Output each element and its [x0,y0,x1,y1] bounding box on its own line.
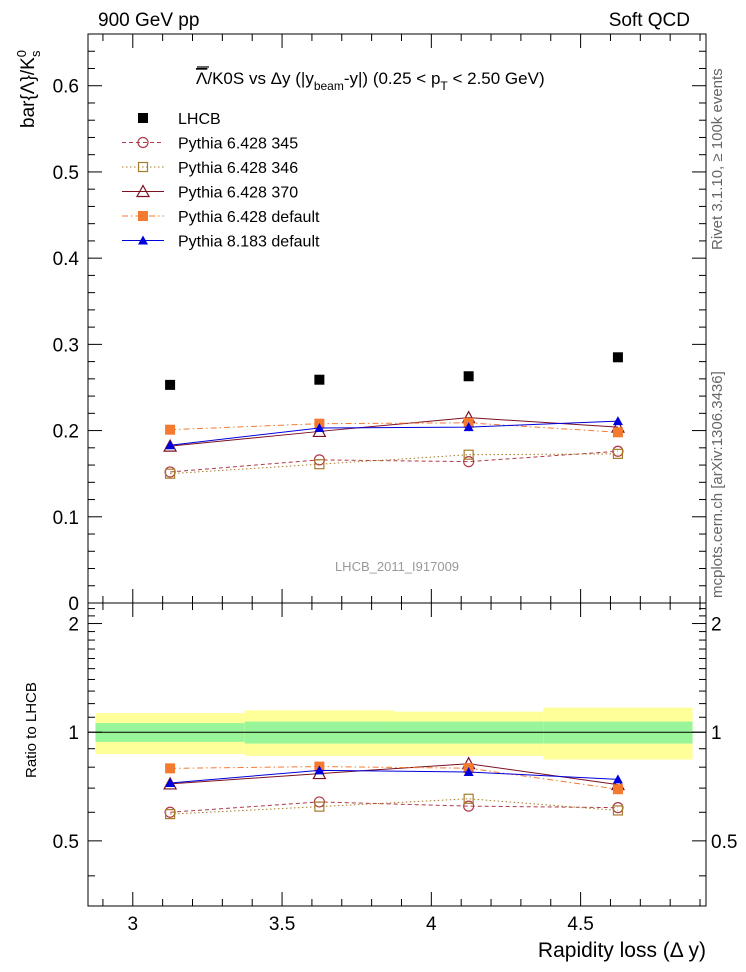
legend-entry: Pythia 6.428 370 [122,184,298,202]
data-point [165,379,176,390]
ratio-y-tick-label-right: 1 [711,723,722,744]
series-line [170,420,618,446]
y-tick-label: 0.4 [53,249,80,270]
legend-label: Pythia 6.428 345 [178,136,298,153]
main-y-axis-title: bar{Λ}/K0s [14,50,43,128]
ratio-series-line [170,769,618,784]
ratio-series-line [170,763,618,786]
x-tick-label: 4 [426,914,437,935]
ratio-series-0 [164,796,624,818]
data-point [163,438,178,452]
series-line [170,453,618,475]
ratio-y-tick-label: 0.5 [53,832,79,853]
ratio-data-point [163,776,178,790]
y-tick-label: 0.5 [53,163,79,184]
y-tick-label: 0.2 [53,422,79,443]
mcplots-label: mcplots.cern.ch [arXiv:1306.3436] [709,371,726,598]
data-point [314,459,325,470]
ratio-data-point [612,784,623,795]
legend-label: Pythia 6.428 346 [178,160,298,177]
main-y-axis: 0 0.1 0.2 0.3 0.4 0.5 0.6 [53,50,706,615]
y-tick-label: 0.6 [53,77,79,98]
legend-entry: Pythia 6.428 346 [122,160,298,177]
analysis-watermark: LHCB_2011_I917009 [335,559,459,574]
legend-label: LHCB [178,111,221,128]
y-tick-label: 0.3 [53,335,79,356]
data-point [612,416,623,426]
ratio-y-tick-label-right: 0.5 [711,832,737,853]
ratio-uncertainty-bands [88,707,706,760]
series-1 [164,445,624,478]
legend-entry: Pythia 6.428 345 [122,136,298,153]
ratio-series-1 [165,793,624,820]
data-point [612,448,624,459]
legend-marker [137,136,149,149]
ratio-series-line [170,801,618,813]
data-point [612,352,623,363]
legend-marker [138,235,148,245]
data-point [463,422,474,432]
ratio-y-tick-label: 2 [68,615,79,636]
ratio-y-tick-label: 1 [68,723,79,744]
legend-label: Pythia 8.183 default [178,234,320,251]
header-left: 900 GeV pp [98,10,199,31]
series-2 [165,448,624,479]
ratio-y-tick-label-right: 2 [711,615,722,636]
main-series-layer [163,352,625,479]
data-point [165,468,176,479]
x-tick-label: 3 [127,914,138,935]
ratio-data-point [314,801,325,812]
ratio-series-layer [163,756,625,820]
ratio-series-line [170,766,618,790]
ratio-data-point [165,763,176,774]
ratio-y-axis-title: Ratio to LHCB [23,682,40,778]
legend-entry: Pythia 6.428 default [122,209,320,226]
series-0 [165,352,623,390]
ratio-series-line [170,798,618,815]
data-point [165,440,176,450]
series-3 [163,410,625,452]
data-point [612,427,623,438]
ratio-data-point [463,766,474,776]
legend-marker [138,113,148,123]
legend-label: Pythia 6.428 370 [178,185,298,202]
data-point [463,456,475,468]
rivet-label: Rivet 3.1.10, ≥ 100k events [709,68,726,250]
ratio-data-point [612,805,624,816]
ratio-data-point [463,793,474,804]
series-5 [165,416,623,450]
ratio-series-4 [165,765,623,788]
data-point [314,374,325,385]
data-point [165,424,176,435]
ratio-series-2 [163,756,625,791]
ratio-data-point [612,774,623,784]
x-axis-title: Rapidity loss (Δ y) [538,939,706,962]
series-line [170,450,618,473]
legend: LHCB Pythia 6.428 345 Pythia 6.428 346 Pyth… [122,111,320,251]
legend-marker [137,161,149,173]
legend-entry: LHCB [138,111,221,128]
x-tick-label: 3.5 [269,914,295,935]
legend-marker [135,184,151,198]
ratio-data-point [165,778,176,788]
ratio-plot-frame [87,602,707,907]
data-point [314,422,325,432]
ratio-y-axis: 0.5 0.5 1 1 2 2 [53,608,737,877]
ratio-data-point [463,800,475,812]
x-tick-label: 4.5 [567,914,593,935]
data-point [463,371,474,382]
header-right: Soft QCD [609,10,690,31]
series-line [170,417,618,447]
legend-marker [138,211,148,221]
ratio-data-point [314,765,325,775]
ratio-data-point [165,809,176,820]
legend-entry: Pythia 8.183 default [122,234,320,251]
data-point [463,449,474,460]
legend-label: Pythia 6.428 default [178,209,320,226]
main-title: Λ/K0S vs Δy (|ybeam-y|) (0.25 < pT < 2.5… [196,69,545,93]
x-axis: 3 3.5 4 4.5 [102,34,701,935]
y-tick-label: 0.1 [53,508,79,529]
y-tick-label: 0 [68,594,79,615]
